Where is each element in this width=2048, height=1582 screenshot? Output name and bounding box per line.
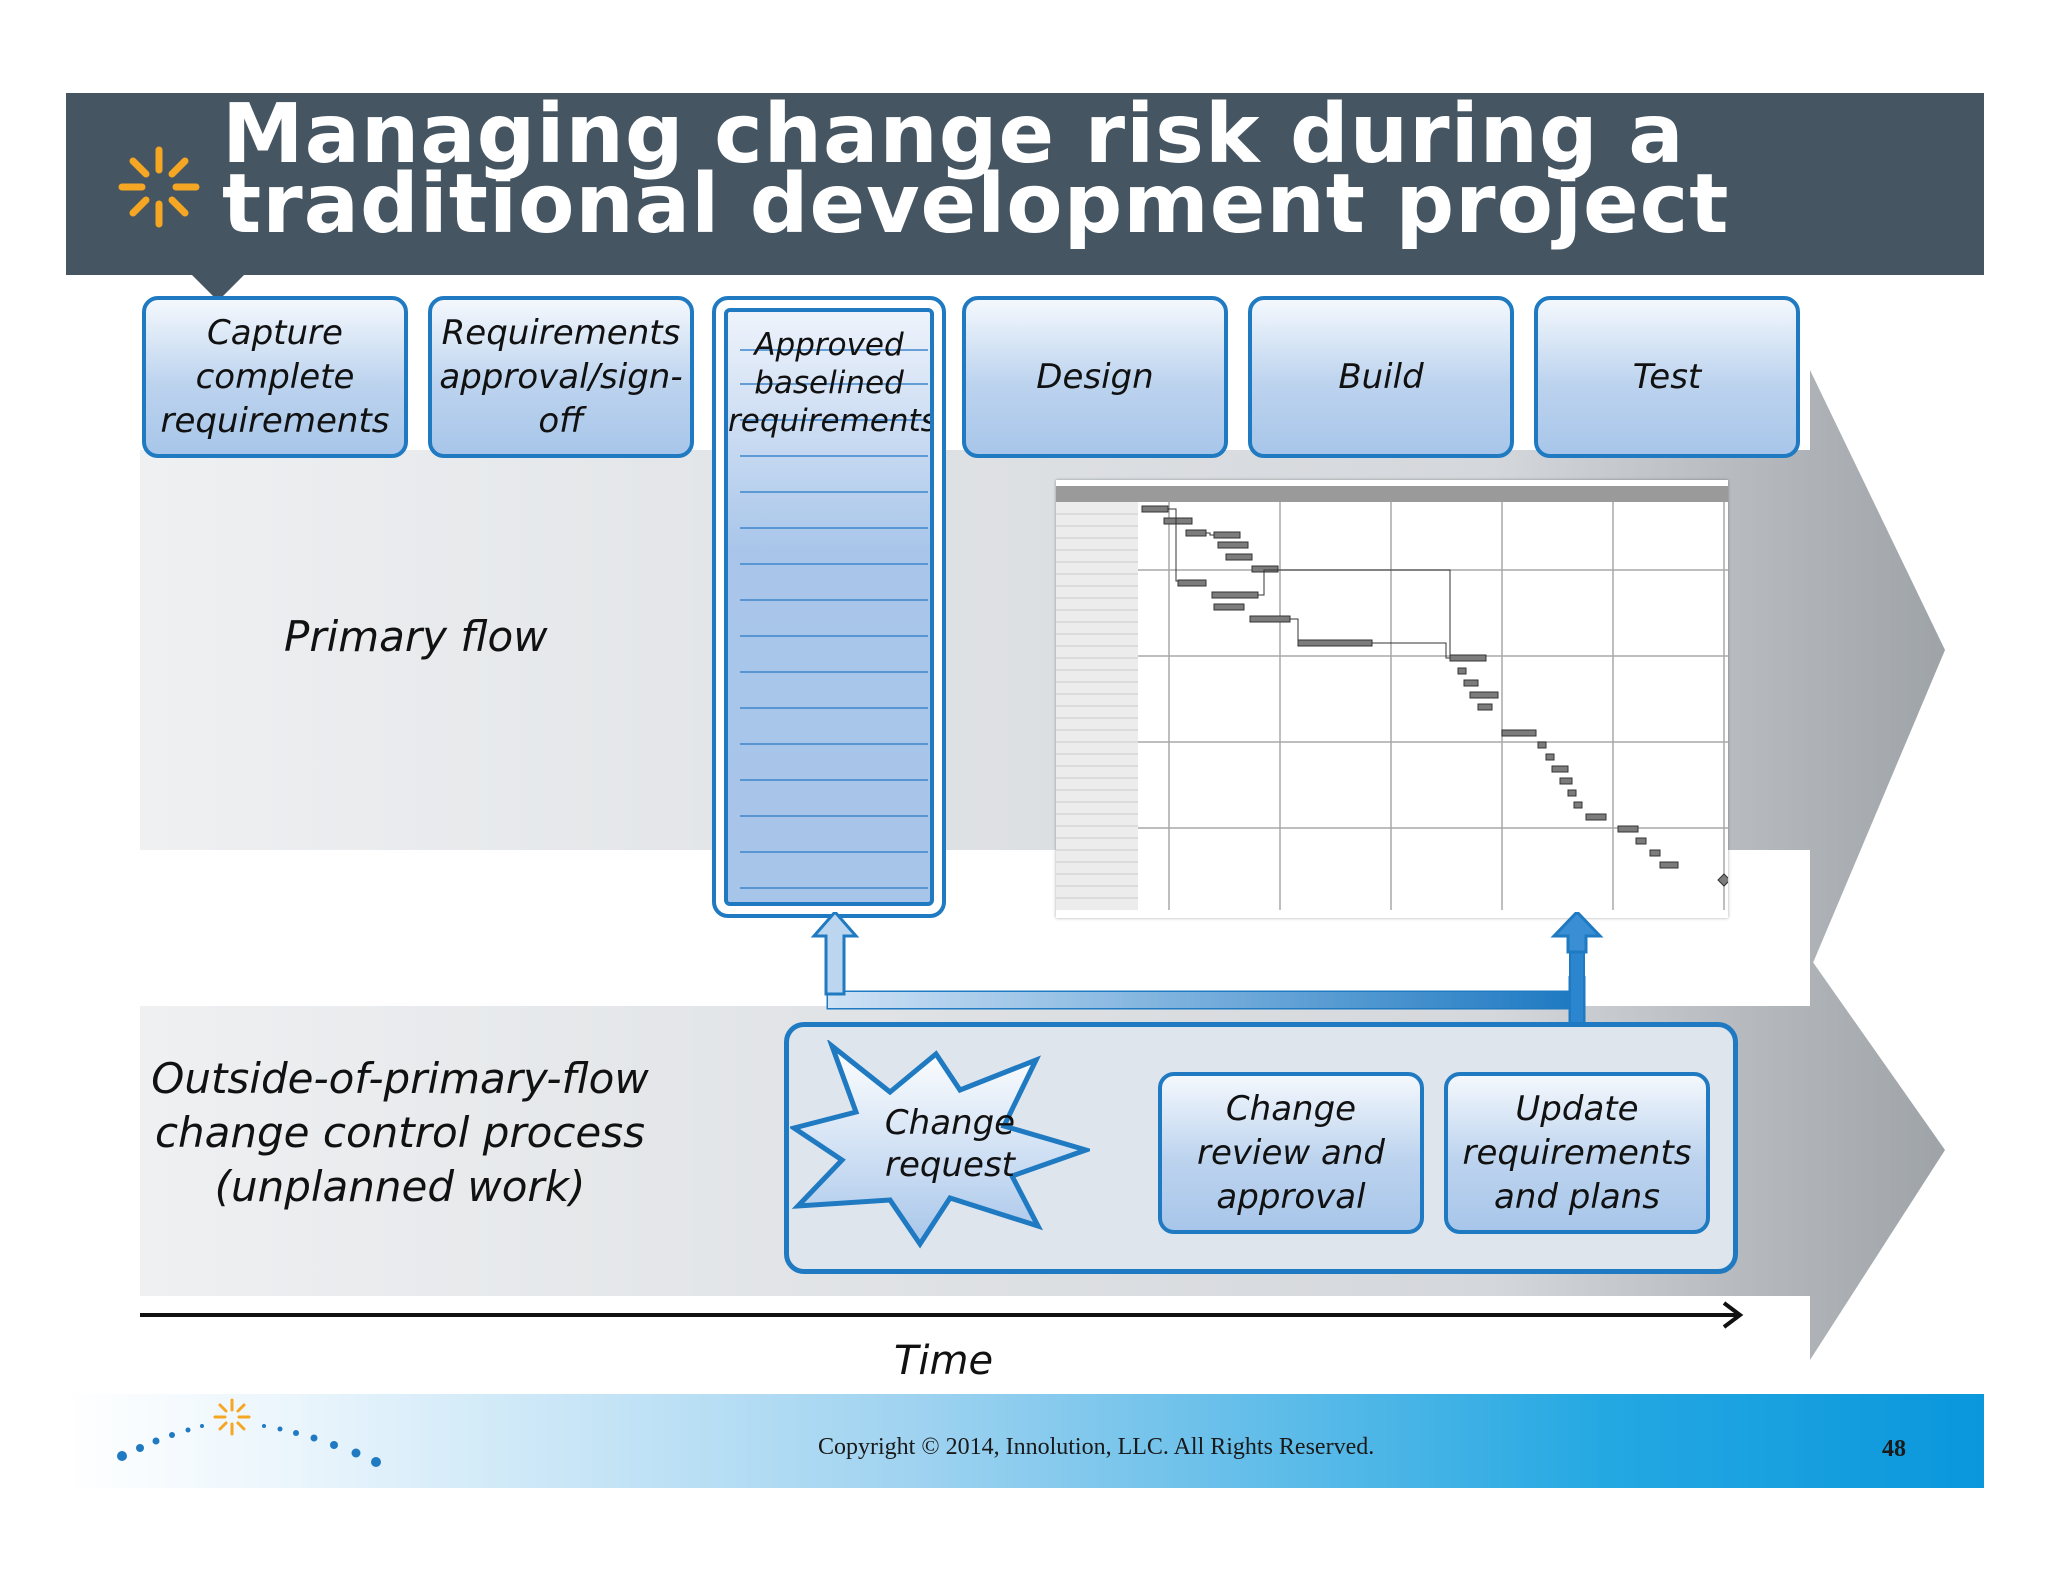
time-axis-arrow bbox=[140, 1301, 1744, 1329]
footer-bar bbox=[66, 1394, 1984, 1488]
time-axis-label: Time bbox=[894, 1338, 994, 1384]
requirements-document: Approved baselined requirements bbox=[724, 308, 934, 906]
page-number: 48 bbox=[1882, 1436, 1906, 1462]
title-line-1: Managing change risk during a bbox=[222, 87, 1685, 182]
phase-test: Test bbox=[1534, 296, 1800, 458]
phase-requirements-approval: Requirements approval/sign-off bbox=[428, 296, 694, 458]
phase-design: Design bbox=[962, 296, 1228, 458]
gantt-chart-illustration bbox=[1056, 480, 1728, 918]
footer-logo-arc bbox=[117, 1398, 381, 1467]
phase-approved-baselined-requirements: Approved baselined requirements bbox=[712, 296, 946, 918]
copyright-text: Copyright © 2014, Innolution, LLC. All R… bbox=[818, 1434, 1375, 1460]
outside-flow-label: Outside-of-primary-flow change control p… bbox=[151, 1054, 649, 1211]
feedback-arrow bbox=[810, 912, 1604, 1029]
title-bar bbox=[66, 93, 1984, 275]
title-line-2: traditional development project bbox=[222, 157, 1730, 252]
slide-title: Managing change risk during a traditiona… bbox=[222, 87, 1922, 252]
phase-capture-requirements: Capture complete requirements bbox=[142, 296, 408, 458]
change-review-approval: Change review and approval bbox=[1158, 1072, 1424, 1234]
primary-flow-label: Primary flow bbox=[284, 612, 548, 661]
update-requirements-plans: Update requirements and plans bbox=[1444, 1072, 1710, 1234]
change-request-label: Change request bbox=[884, 1103, 1016, 1185]
logo-burst-icon bbox=[118, 146, 200, 228]
phase-approved-label: Approved baselined requirements bbox=[728, 327, 934, 439]
requirements-lines bbox=[740, 349, 928, 889]
phase-build: Build bbox=[1248, 296, 1514, 458]
change-request-starburst bbox=[790, 1040, 1090, 1249]
